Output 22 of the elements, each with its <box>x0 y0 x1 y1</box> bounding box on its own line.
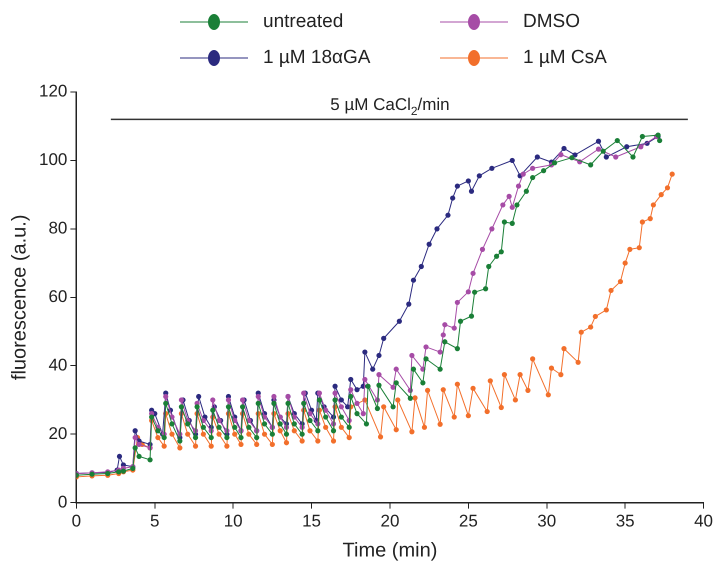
y-tick-label: 100 <box>38 150 68 170</box>
y-tick-label: 80 <box>48 218 68 238</box>
x-tick-label: 30 <box>537 511 556 530</box>
x-axis-title: Time (min) <box>342 540 438 562</box>
x-tick-label: 35 <box>616 511 635 530</box>
y-tick-label: 120 <box>38 82 68 101</box>
y-tick-label: 40 <box>48 355 68 374</box>
x-tick-label: 0 <box>72 511 82 530</box>
x-tick-label: 40 <box>694 511 714 530</box>
y-tick-label: 0 <box>58 492 68 512</box>
y-tick-label: 60 <box>48 286 68 306</box>
y-tick-label: 20 <box>48 424 68 443</box>
y-axis-title: fluorescence (a.u.) <box>8 214 31 380</box>
legend-label: 1 µM 18αGA <box>263 47 371 68</box>
x-tick-label: 5 <box>150 511 160 530</box>
x-tick-label: 25 <box>458 511 478 530</box>
x-tick-label: 15 <box>302 511 322 530</box>
x-tick-label: 20 <box>380 511 400 530</box>
legend-label: 1 µM CsA <box>523 47 608 68</box>
x-tick-label: 10 <box>224 511 243 530</box>
legend-label: untreated <box>263 11 344 32</box>
legend-label: DMSO <box>523 11 580 32</box>
